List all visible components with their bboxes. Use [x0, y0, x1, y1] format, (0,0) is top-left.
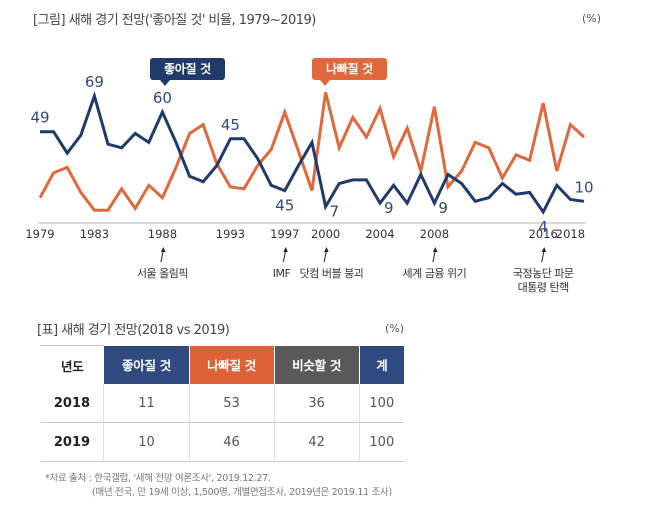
- cell-better: 11: [103, 384, 190, 423]
- header-total: 계: [358, 345, 404, 384]
- event-arrowhead-2008: [432, 247, 438, 252]
- event-arrowhead-2016: [541, 247, 547, 252]
- cell-year: 2018: [40, 384, 104, 423]
- event-label-2016: 국정농단 파문 대통령 탄핵: [512, 267, 574, 294]
- data-label-2019: 10: [574, 178, 593, 196]
- source-note-detail: (매년 전국, 만 19세 이상, 1,500명, 개별면접조사, 2019년은…: [92, 487, 392, 498]
- cell-total: 100: [358, 384, 404, 423]
- data-label-1988: 60: [153, 89, 172, 107]
- header-similar: 비슷할 것: [273, 345, 360, 384]
- series-line-bad: [38, 92, 586, 212]
- table-title: [표] 새해 경기 전망(2018 vs 2019): [37, 323, 230, 338]
- x-tick-label-2018: 2018: [556, 227, 585, 241]
- data-label-1979: 49: [30, 109, 49, 127]
- table-row: 2019 10 46 42 100: [40, 422, 404, 462]
- legend-callout-bad: 나빠질 것: [312, 58, 387, 86]
- event-arrowhead-1988: [160, 247, 166, 252]
- data-label-2000: 7: [330, 203, 340, 221]
- x-tick-label-2016: 2016: [529, 227, 558, 241]
- event-label-1997: IMF: [272, 267, 291, 280]
- x-tick-label-2004: 2004: [365, 227, 394, 241]
- cell-better: 10: [103, 422, 190, 462]
- cell-similar: 36: [273, 384, 360, 423]
- table-header-row: 년도 좋아질 것 나빠질 것 비슷할 것 계: [39, 345, 404, 384]
- event-arrowhead-2000: [324, 247, 329, 252]
- x-tick-label-1988: 1988: [148, 227, 177, 241]
- cell-similar: 42: [273, 422, 360, 462]
- cell-total: 100: [358, 422, 404, 462]
- header-better: 좋아질 것: [103, 345, 190, 384]
- data-label-1993: 45: [221, 116, 240, 134]
- header-worse: 나빠질 것: [188, 345, 275, 384]
- x-tick-label-1979: 1979: [25, 227, 54, 241]
- data-label-2016: 4: [538, 218, 548, 236]
- figure-title: [그림] 새해 경기 전망('좋아질 것' 비율, 1979~2019): [33, 13, 316, 28]
- event-arrowhead-1997: [283, 247, 288, 252]
- x-tick-label-1993: 1993: [216, 227, 245, 241]
- data-label-1983: 69: [85, 73, 104, 91]
- x-tick-label-2008: 2008: [420, 227, 449, 241]
- source-note: *자료 출처 : 한국갤럽, '새해 전망 여론조사', 2019.12.27.: [45, 473, 271, 484]
- event-label-1988: 서울 올림픽: [136, 267, 189, 280]
- cell-worse: 46: [188, 422, 275, 462]
- line-chart: 1979 1983 1988 1993 1997 2000 2004 2008 20162018…: [25, 73, 594, 263]
- data-label-2008: 9: [438, 199, 448, 217]
- x-tick-label-1983: 1983: [80, 227, 109, 241]
- cell-year: 2019: [40, 422, 104, 462]
- cell-worse: 53: [188, 384, 275, 423]
- table-row: 2018 11 53 36 100: [40, 384, 404, 423]
- event-label-2008: 세계 금융 위기: [402, 267, 467, 280]
- outlook-table: 년도 좋아질 것 나빠질 것 비슷할 것 계 2018 11 53 36 100…: [39, 345, 404, 462]
- series-line-good: [40, 90, 585, 215]
- figure-unit: (%): [582, 12, 602, 25]
- table-unit: (%): [385, 322, 405, 335]
- data-label-2004: 9: [384, 199, 394, 217]
- data-label-1997: 45: [275, 197, 294, 215]
- header-year: 년도: [39, 345, 104, 384]
- event-label-2000: 닷컴 버블 붕괴: [299, 267, 364, 280]
- legend-callout-good: 좋아질 것: [150, 58, 225, 86]
- x-tick-label-2000: 2000: [311, 227, 340, 241]
- x-tick-label-1997: 1997: [270, 227, 299, 241]
